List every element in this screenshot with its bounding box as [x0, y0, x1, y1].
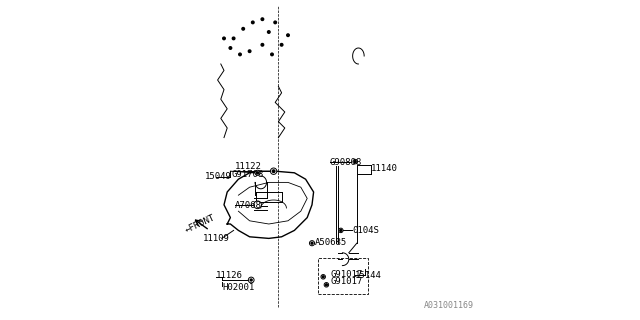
Text: ←FRONT: ←FRONT — [184, 213, 216, 235]
Circle shape — [353, 159, 357, 164]
Circle shape — [248, 277, 254, 283]
Text: A7068: A7068 — [236, 201, 262, 210]
Circle shape — [239, 53, 241, 56]
Circle shape — [223, 37, 225, 40]
Circle shape — [248, 50, 251, 52]
Circle shape — [310, 241, 315, 246]
Circle shape — [250, 279, 252, 281]
Circle shape — [287, 34, 289, 36]
Circle shape — [271, 168, 277, 174]
Text: 0104S: 0104S — [352, 226, 379, 235]
Text: G91708: G91708 — [232, 170, 264, 179]
Circle shape — [252, 21, 254, 24]
Text: 15144: 15144 — [355, 271, 381, 280]
Circle shape — [261, 44, 264, 46]
Circle shape — [274, 21, 276, 24]
Circle shape — [254, 201, 262, 209]
Text: A031001169: A031001169 — [424, 301, 474, 310]
Circle shape — [280, 44, 283, 46]
Text: G91017: G91017 — [331, 277, 363, 286]
Circle shape — [355, 161, 356, 163]
Text: 11140: 11140 — [371, 164, 398, 173]
Circle shape — [323, 276, 324, 278]
Text: A50685: A50685 — [315, 238, 348, 247]
Text: 11109: 11109 — [204, 234, 230, 243]
Circle shape — [326, 284, 327, 286]
Circle shape — [321, 275, 326, 279]
Circle shape — [229, 47, 232, 49]
Circle shape — [232, 37, 235, 40]
Circle shape — [242, 28, 244, 30]
Text: G91017: G91017 — [331, 270, 363, 279]
Circle shape — [324, 283, 329, 287]
Circle shape — [273, 170, 275, 172]
Bar — [319, 258, 368, 294]
Text: 11126: 11126 — [216, 271, 243, 280]
Circle shape — [261, 18, 264, 20]
Circle shape — [255, 203, 260, 207]
Circle shape — [340, 229, 342, 231]
Circle shape — [257, 172, 259, 174]
Text: H02001: H02001 — [223, 284, 255, 292]
Circle shape — [311, 242, 313, 244]
Text: 11122: 11122 — [236, 162, 262, 171]
Circle shape — [339, 228, 343, 233]
Circle shape — [255, 170, 260, 175]
Text: G90808: G90808 — [330, 158, 362, 167]
Circle shape — [271, 53, 273, 56]
Text: 15049: 15049 — [205, 172, 232, 181]
Circle shape — [268, 31, 270, 33]
